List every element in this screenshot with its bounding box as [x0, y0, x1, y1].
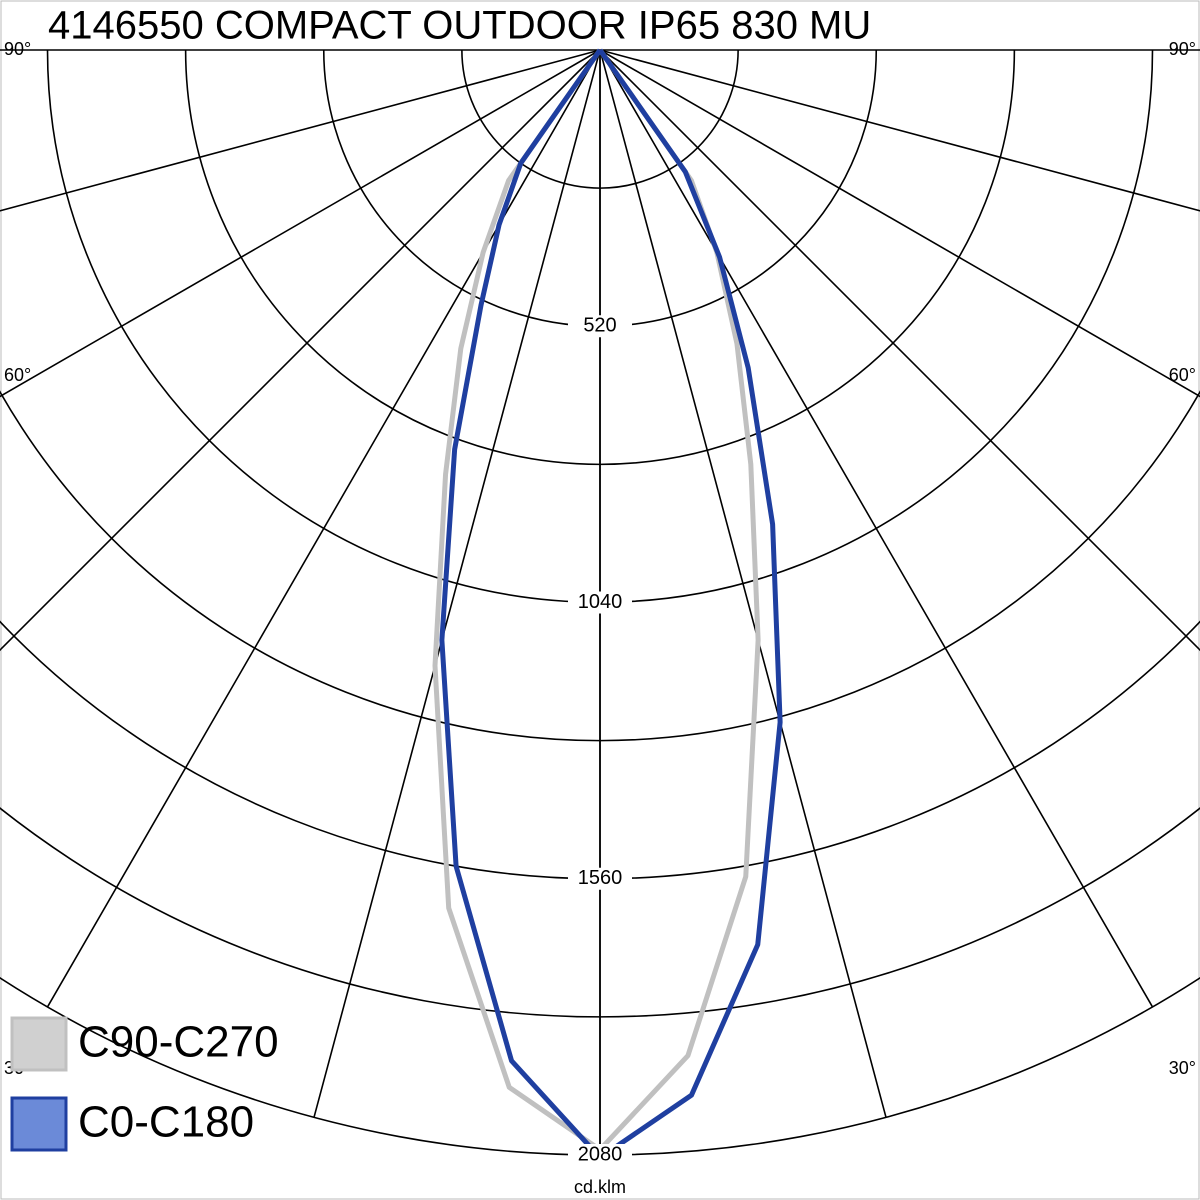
tick-label-bg: [568, 315, 632, 338]
radial-line: [599, 49, 1200, 212]
radial-line: [0, 49, 601, 212]
radial-line: [313, 49, 601, 1118]
tick-label-bg: [568, 867, 632, 890]
angle-label: 90°: [1169, 39, 1196, 59]
radial-line: [46, 49, 601, 1008]
radial-line: [599, 49, 1200, 652]
r-tick-label: 2080: [578, 1143, 623, 1165]
angle-label: 90°: [4, 39, 31, 59]
radial-line: [599, 49, 1154, 1008]
legend-swatch: [10, 1016, 68, 1072]
chart-title: 4146550 COMPACT OUTDOOR IP65 830 MU: [48, 4, 871, 48]
tick-label-bg: [568, 1144, 632, 1166]
legend-label: C0-C180: [78, 1098, 254, 1147]
unit-label: cd.klm: [574, 1177, 626, 1197]
radial-line: [599, 49, 1200, 398]
r-tick-label: 1560: [578, 867, 623, 889]
angle-label: 30°: [1169, 1058, 1196, 1078]
legend-swatch: [10, 1096, 68, 1152]
r-tick-label: 1040: [578, 591, 623, 613]
angle-label: 60°: [4, 365, 31, 385]
tick-label-bg: [568, 591, 632, 614]
r-tick-label: 520: [583, 315, 616, 337]
radial-line: [0, 49, 601, 652]
legend-label: C90-C270: [78, 1018, 279, 1067]
angle-label: 60°: [1169, 365, 1196, 385]
radial-line: [0, 49, 601, 398]
radial-line: [599, 49, 887, 1118]
